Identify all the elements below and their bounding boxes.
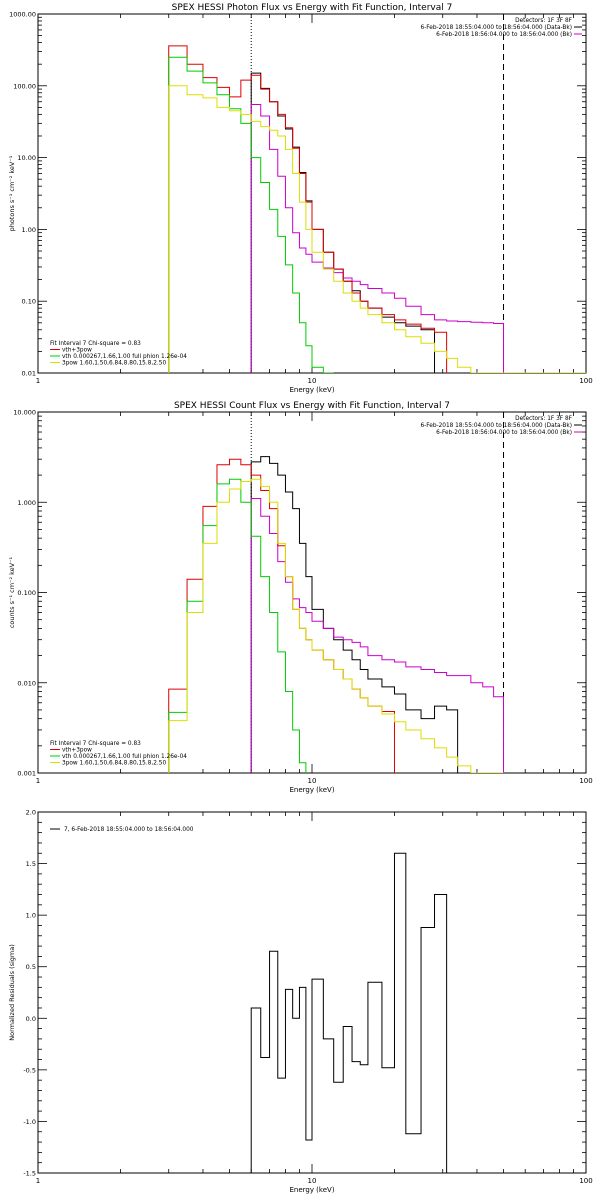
header-line: 6-Feb-2018 18:55:04.000 to 18:56:04.000 … bbox=[420, 423, 572, 429]
count-series-bk bbox=[250, 498, 505, 773]
y-tick-label: 0.10 bbox=[22, 298, 36, 306]
x-tick-label: 100 bbox=[579, 777, 592, 785]
y-tick-label: 100.00 bbox=[13, 82, 36, 90]
y-tick-label: 0.001 bbox=[17, 770, 36, 778]
y-tick-label: 1.5 bbox=[26, 860, 36, 868]
residual-series-residual bbox=[250, 852, 448, 1173]
residual-x-label: Energy (keV) bbox=[289, 1186, 334, 1194]
x-tick-label: 10 bbox=[308, 377, 317, 385]
photon-series-vth bbox=[168, 56, 334, 373]
legend-entry: vth 0.000267,1.66,1.00 full phion 1.26e-… bbox=[62, 354, 187, 360]
legend-entry: Fit Interval 7 Chi-square = 0.83 bbox=[50, 741, 141, 747]
photon-x-label: Energy (keV) bbox=[289, 386, 334, 394]
residual-chart: 1 10 100 -1.5 -1.0 -0.5 0.0 0.5 1.0 1.5 2.0 Energy … bbox=[8, 809, 593, 1195]
residual-series-group bbox=[250, 852, 448, 1173]
x-tick-label: 100 bbox=[579, 1177, 592, 1185]
y-tick-label: 1.0 bbox=[26, 912, 36, 920]
y-tick-label: 1.000 bbox=[17, 499, 36, 507]
x-tick-label: 1 bbox=[36, 377, 40, 385]
y-tick-label: -1.5 bbox=[23, 1170, 36, 1178]
y-tick-label: 2.0 bbox=[26, 809, 36, 817]
header-line: 6-Feb-2018 18:55:04.000 to 18:56:04.000 … bbox=[420, 25, 572, 31]
legend-entry: vth+3pow bbox=[62, 748, 92, 754]
x-tick-label: 1 bbox=[36, 1177, 40, 1185]
x-tick-label: 10 bbox=[308, 777, 317, 785]
y-tick-label: 10.00 bbox=[17, 154, 36, 162]
legend-entry: 3pow 1.60,1.50,6.84,8.80,15.8,2.50 bbox=[62, 761, 166, 767]
legend-entry: 7, 6-Feb-2018 18:55:04.000 to 18:56:04.0… bbox=[64, 827, 194, 833]
y-tick-label: 0.0 bbox=[26, 1015, 36, 1023]
y-tick-label: 0.01 bbox=[22, 370, 36, 378]
count-y-label: counts s⁻¹ cm⁻² keV⁻¹ bbox=[8, 556, 16, 628]
x-tick-label: 100 bbox=[579, 377, 592, 385]
y-tick-label: 0.100 bbox=[17, 589, 36, 597]
y-tick-label: 0.010 bbox=[17, 679, 36, 687]
photon-chart: SPEX HESSI Photon Flux vs Energy with Fi… bbox=[8, 3, 593, 394]
legend-entry: Fit Interval 7 Chi-square = 0.83 bbox=[50, 341, 141, 347]
y-tick-label: 10.000 bbox=[13, 409, 36, 417]
photon-series-group bbox=[168, 45, 586, 373]
y-tick-label: 1000.00 bbox=[9, 11, 36, 19]
legend-entry: vth+3pow bbox=[62, 348, 92, 354]
photon-y-label: photons s⁻¹ cm⁻² keV⁻¹ bbox=[8, 155, 16, 231]
count-series-group bbox=[168, 456, 505, 773]
count-series-pow bbox=[168, 478, 504, 773]
header-line: 6-Feb-2018 18:56:04.000 to 18:56:04.000 … bbox=[436, 430, 572, 436]
count-series-data bbox=[250, 456, 459, 773]
x-tick-label: 10 bbox=[308, 1177, 317, 1185]
count-series-total bbox=[168, 458, 395, 773]
legend-entry: vth 0.000267,1.66,1.00 full phion 1.26e-… bbox=[62, 754, 187, 760]
count-title: SPEX HESSI Count Flux vs Energy with Fit… bbox=[174, 401, 450, 411]
y-tick-label: 1.00 bbox=[22, 226, 36, 234]
photon-series-total bbox=[168, 45, 448, 373]
photon-series-data bbox=[250, 72, 436, 373]
x-tick-label: 1 bbox=[36, 777, 40, 785]
legend-entry: 3pow 1.60,1.50,6.84,8.80,15.8,2.50 bbox=[62, 361, 166, 367]
count-series-vth bbox=[168, 478, 307, 773]
header-line: Detectors: 1F 3F 8F bbox=[515, 18, 572, 24]
photon-title: SPEX HESSI Photon Flux vs Energy with Fi… bbox=[172, 3, 453, 13]
y-tick-label: 0.5 bbox=[26, 963, 36, 971]
header-line: Detectors: 1F 3F 8F bbox=[515, 416, 572, 422]
y-tick-label: -1.0 bbox=[23, 1118, 36, 1126]
residual-y-label: Normalized Residuals (sigma) bbox=[8, 944, 16, 1041]
photon-series-pow bbox=[168, 85, 586, 373]
count-x-label: Energy (keV) bbox=[289, 786, 334, 794]
photon-series-bk bbox=[250, 103, 505, 373]
header-line: 6-Feb-2018 18:56:04.000 to 18:56:04.000 … bbox=[436, 32, 572, 38]
y-tick-label: -0.5 bbox=[23, 1066, 36, 1074]
count-chart: SPEX HESSI Count Flux vs Energy with Fit… bbox=[8, 401, 593, 794]
